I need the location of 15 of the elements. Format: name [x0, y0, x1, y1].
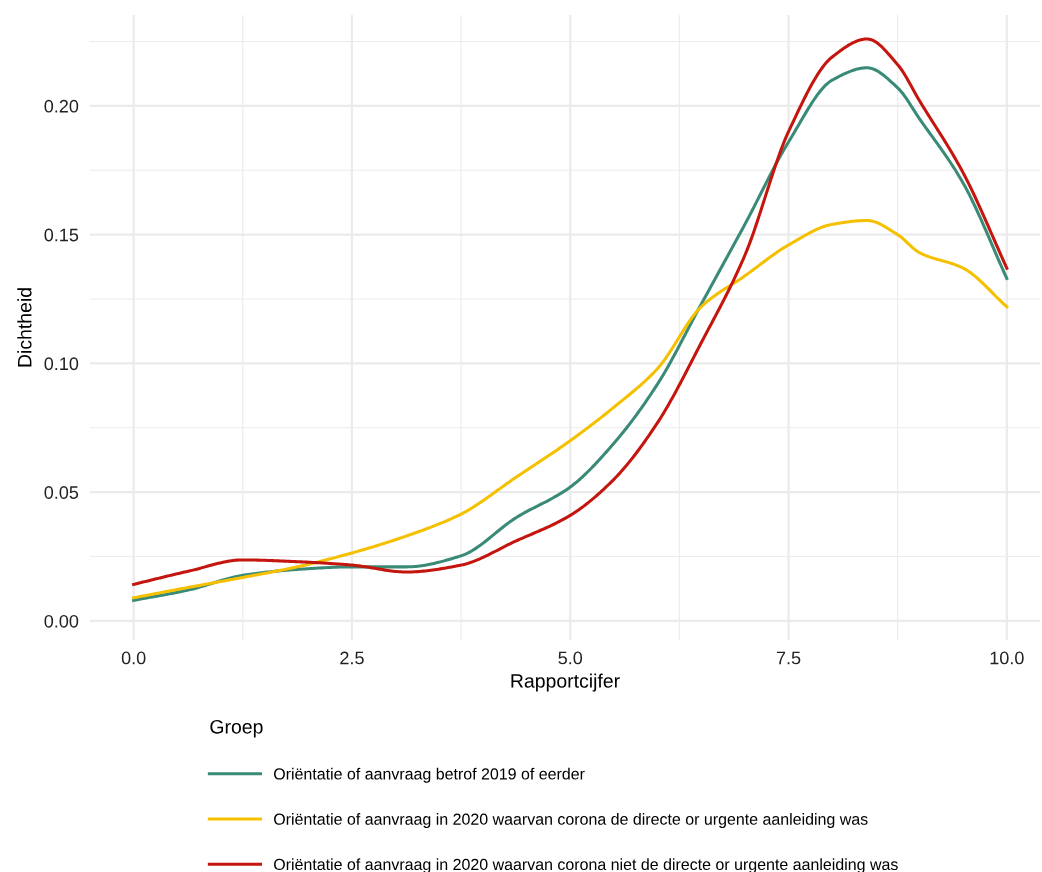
x-axis-title: Rapportcijfer: [511, 673, 620, 692]
y-tick-label: 0.00: [44, 614, 79, 628]
legend-label: Oriëntatie of aanvraag betrof 2019 of eerder: [274, 767, 585, 783]
legend-label: Oriëntatie of aanvraag in 2020 waarvan corona de directe or urgente aanleiding was: [274, 813, 868, 828]
x-tick-label: 5.0: [558, 651, 583, 665]
y-tick-label: 0.20: [44, 99, 79, 113]
y-tick-label: 0.05: [44, 486, 79, 499]
x-tick-label: 0.0: [121, 651, 146, 665]
x-tick-label: 7.5: [776, 651, 801, 665]
y-tick-label: 0.15: [44, 228, 79, 242]
legend-title: Groep: [210, 719, 263, 738]
y-tick-label: 0.10: [44, 357, 79, 371]
y-axis-title: Dichtheid: [17, 288, 32, 367]
x-tick-label: 2.5: [340, 651, 364, 665]
x-tick-label: 10.0: [990, 651, 1024, 665]
